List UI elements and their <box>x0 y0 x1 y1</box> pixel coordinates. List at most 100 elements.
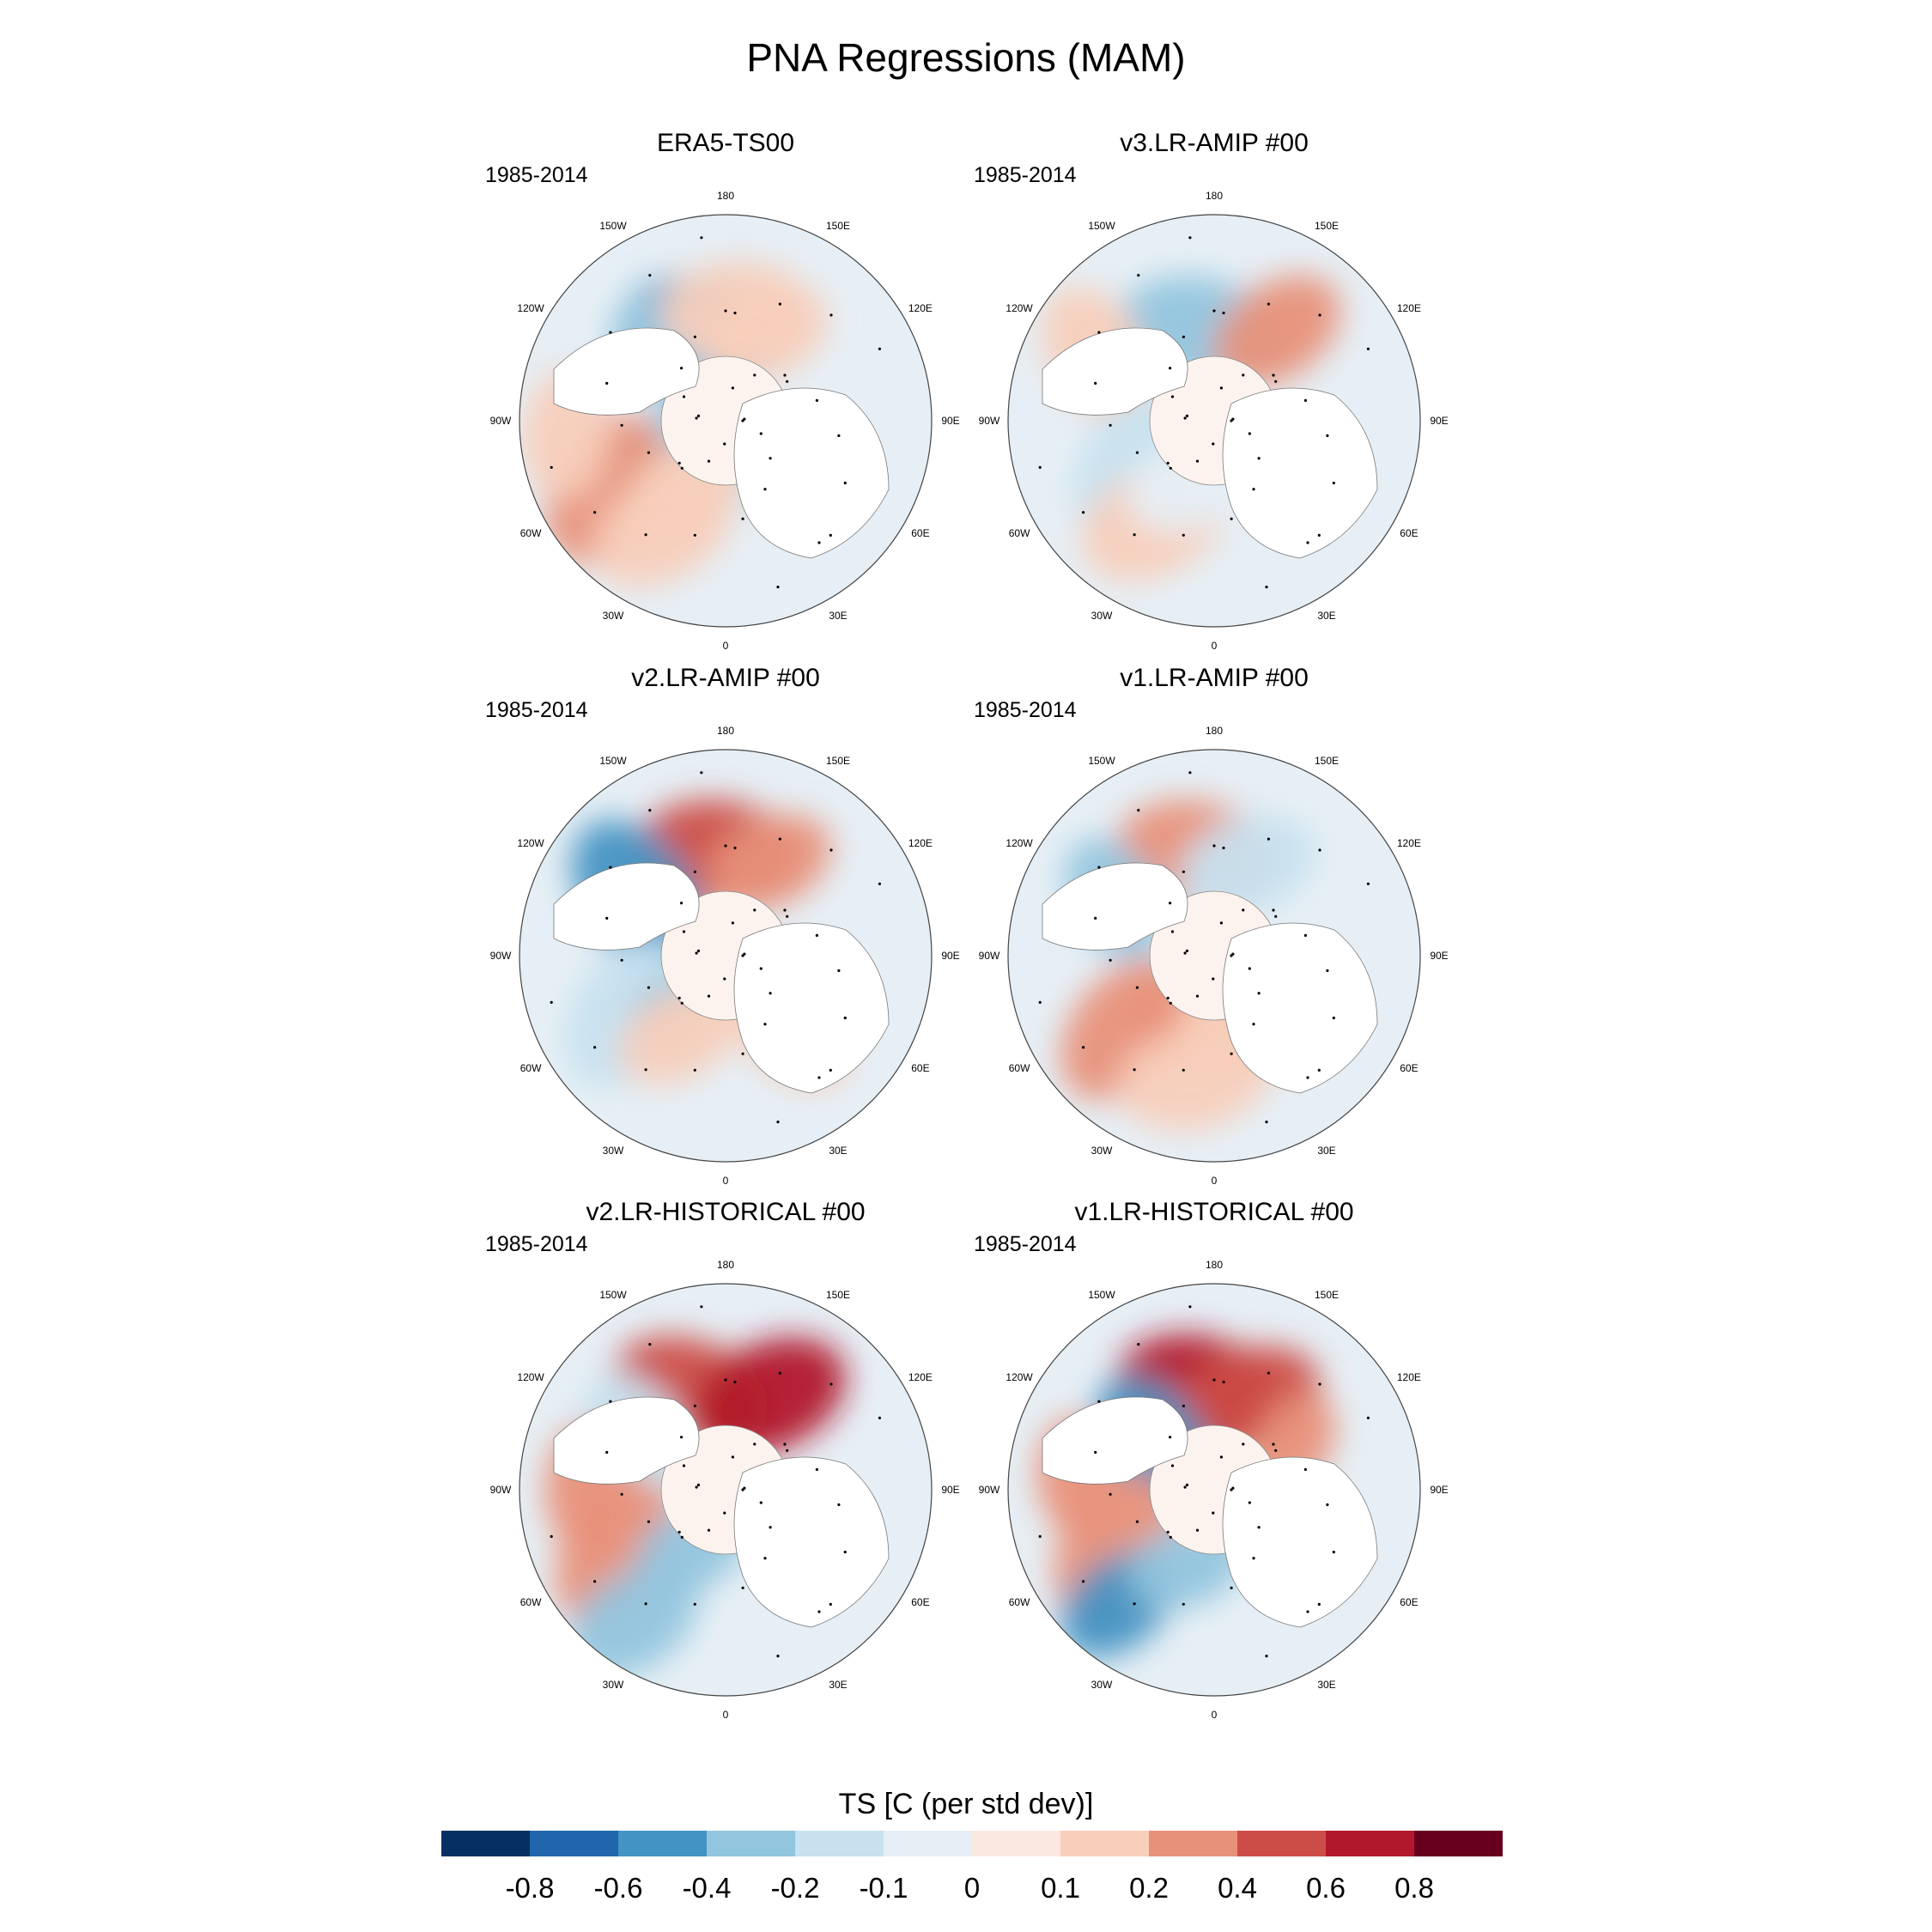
significance-dot <box>1109 1492 1112 1496</box>
longitude-label: 180 <box>717 1259 734 1271</box>
significance-dot <box>1195 1528 1200 1532</box>
eurasia-landmass <box>1222 1456 1378 1628</box>
significance-dot <box>1257 992 1261 995</box>
significance-dot <box>753 374 756 377</box>
significance-dot <box>1272 1443 1275 1446</box>
significance-dot <box>605 1450 609 1454</box>
polar-map: 180 150E 120E 90E 60E 30E 0 30W 60W 90W 120W 150W <box>490 190 960 652</box>
significance-dot <box>1182 335 1185 338</box>
significance-dot <box>783 908 787 912</box>
significance-dot <box>680 466 683 470</box>
significance-dot <box>1166 1530 1170 1534</box>
significance-dot <box>1230 517 1233 520</box>
significance-dot <box>1038 1534 1042 1538</box>
significance-dot <box>693 870 696 873</box>
significance-dot <box>763 1557 767 1560</box>
significance-dot <box>829 1068 832 1072</box>
significance-dot <box>1267 837 1270 841</box>
longitude-label: 90W <box>490 1484 512 1496</box>
significance-dot <box>829 1382 833 1386</box>
significance-dot <box>1231 952 1235 956</box>
significance-dot <box>1219 1455 1223 1459</box>
significance-dot <box>724 309 727 313</box>
significance-dot <box>648 274 652 277</box>
longitude-label: 60E <box>911 1062 929 1074</box>
longitude-label: 120W <box>517 302 544 314</box>
significance-dot <box>1230 1586 1233 1589</box>
significance-dot <box>1267 302 1270 306</box>
panel-title: v2.LR-HISTORICAL #00 <box>586 1198 866 1226</box>
colorbar-swatch <box>795 1831 884 1856</box>
longitude-label: 90E <box>941 1484 959 1496</box>
significance-dot <box>723 442 726 446</box>
longitude-label: 150E <box>826 220 850 232</box>
significance-dot <box>1094 1450 1097 1454</box>
significance-dot <box>593 1580 597 1583</box>
significance-dot <box>759 967 762 970</box>
significance-dot <box>1306 541 1309 544</box>
significance-dot <box>733 311 737 315</box>
significance-dot <box>677 996 681 999</box>
longitude-label: 120W <box>1005 302 1033 314</box>
significance-dot <box>682 930 686 933</box>
significance-dot <box>1212 1511 1215 1515</box>
longitude-label: 180 <box>1206 1259 1223 1271</box>
panel-title: v1.LR-AMIP #00 <box>1120 664 1309 692</box>
significance-dot <box>817 541 821 544</box>
significance-dot <box>837 969 841 972</box>
longitude-label: 180 <box>717 725 734 737</box>
significance-dot <box>1182 1404 1185 1407</box>
significance-dot <box>707 459 711 463</box>
colorbar-swatch <box>884 1831 972 1856</box>
significance-dot <box>778 1371 781 1375</box>
significance-dot <box>741 1052 744 1055</box>
significance-dot <box>1303 398 1307 402</box>
significance-dot <box>700 236 703 240</box>
colorbar-swatch <box>1414 1831 1503 1856</box>
significance-dot <box>1135 1520 1139 1523</box>
significance-dot <box>1183 951 1187 955</box>
significance-dot <box>731 921 734 925</box>
significance-dot <box>1332 481 1335 485</box>
significance-dot <box>1137 274 1140 277</box>
significance-dot <box>769 1526 772 1529</box>
significance-dot <box>817 1610 821 1613</box>
anomaly-region <box>1213 275 1341 387</box>
polar-map: 180 150E 120E 90E 60E 30E 0 30W 60W 90W 120W 150W <box>490 725 960 1187</box>
significance-dot <box>1265 1121 1268 1124</box>
north-america-landmass <box>553 862 700 951</box>
significance-dot <box>1212 844 1216 848</box>
longitude-label: 150W <box>599 1289 627 1301</box>
significance-dot <box>786 380 789 383</box>
significance-dot <box>700 771 703 775</box>
significance-dot <box>1038 1000 1042 1004</box>
longitude-label: 90E <box>1430 1484 1448 1496</box>
map-border <box>519 749 933 1163</box>
colorbar-swatch <box>1326 1831 1414 1856</box>
significance-dot <box>815 1467 818 1471</box>
eurasia-landmass <box>733 922 890 1094</box>
map-border <box>519 214 933 628</box>
significance-dot <box>1183 416 1187 420</box>
map-border <box>519 1283 933 1697</box>
significance-dot <box>605 916 609 920</box>
significance-dot <box>878 347 881 350</box>
longitude-label: 90W <box>490 415 512 427</box>
significance-dot <box>723 1511 726 1515</box>
significance-dot <box>843 1550 847 1554</box>
longitude-label: 60W <box>1009 1596 1030 1608</box>
significance-dot <box>731 1455 734 1459</box>
longitude-label: 90E <box>1430 950 1448 962</box>
significance-dot <box>696 949 701 952</box>
significance-dot <box>769 992 772 995</box>
eurasia-landmass <box>1222 387 1378 559</box>
significance-dot <box>695 416 698 420</box>
map-panel-v2-amip: v2.LR-AMIP #00 1985-2014 180 150E 120E 90E 6… <box>485 664 966 1196</box>
panel-years: 1985-2014 <box>485 1232 588 1256</box>
longitude-label: 60E <box>911 1596 929 1608</box>
significance-dot <box>786 1449 789 1452</box>
significance-dot <box>1082 1046 1085 1049</box>
significance-dot <box>1183 1485 1187 1489</box>
significance-dot <box>1326 969 1329 972</box>
significance-dot <box>1188 1305 1192 1309</box>
